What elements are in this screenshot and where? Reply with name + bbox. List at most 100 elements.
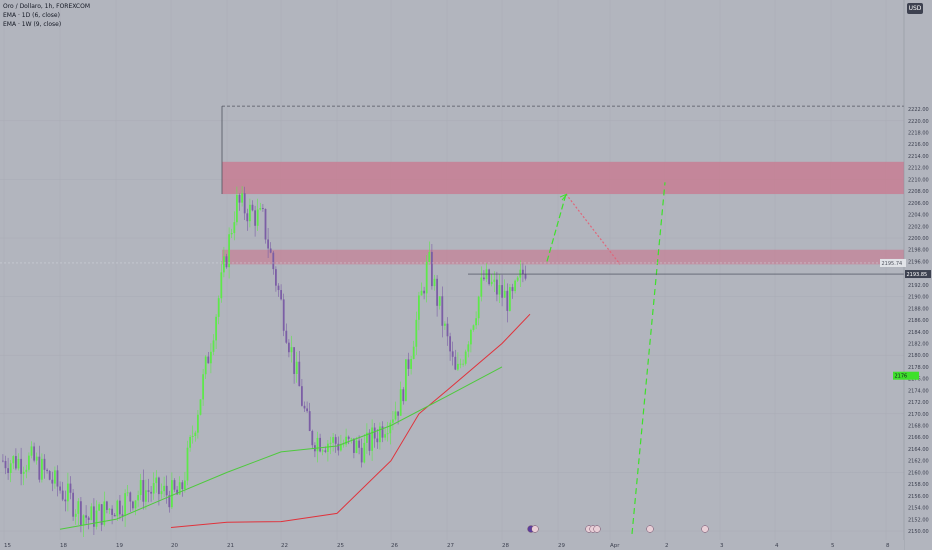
candle-body: [483, 277, 485, 280]
candle-body: [155, 477, 158, 484]
crosshair-price-tag: 2195.74: [882, 261, 903, 267]
candle-body: [522, 269, 524, 275]
y-tick-label: 2190.00: [908, 295, 929, 301]
currency-badge[interactable]: USD: [907, 3, 923, 14]
x-tick-label: Apr: [610, 543, 620, 549]
candle-body: [337, 443, 340, 451]
candle-body: [444, 323, 446, 326]
candle-body: [334, 437, 337, 444]
time-axis-background: [0, 540, 904, 550]
candle-body: [69, 483, 72, 493]
candle-body: [376, 438, 379, 443]
candle-body: [171, 480, 173, 508]
candle-body: [139, 480, 142, 496]
candle-body: [199, 399, 202, 415]
candle-body: [350, 438, 353, 440]
candle-body: [67, 483, 69, 502]
candle-body: [43, 458, 46, 470]
candle-body: [415, 319, 418, 347]
projection-long-line: [631, 182, 666, 534]
x-tick-label: 18: [60, 543, 67, 549]
candle-body: [15, 456, 17, 469]
candle-body: [85, 515, 87, 518]
candle-body: [431, 251, 433, 287]
candle-body: [25, 469, 28, 472]
candle-body: [488, 269, 490, 285]
candle-body: [418, 295, 420, 320]
candle-body: [210, 351, 212, 364]
candle-body: [498, 285, 501, 295]
candle-body: [358, 440, 360, 448]
candle-body: [100, 504, 103, 525]
y-tick-label: 2186.00: [908, 318, 929, 324]
candle-body: [472, 325, 475, 330]
candle-body: [342, 444, 345, 446]
candle-body: [150, 491, 152, 494]
candle-body: [254, 210, 256, 226]
candle-body: [87, 517, 90, 520]
event-icon: [593, 525, 601, 533]
candle-body: [108, 508, 111, 510]
candle-body: [451, 351, 454, 357]
current-price-tag: 2193.85: [907, 272, 928, 278]
y-tick-label: 2210.00: [908, 177, 929, 183]
candle-body: [303, 405, 306, 409]
candle-body: [30, 446, 33, 456]
y-tick-label: 2172.00: [908, 400, 929, 406]
candle-body: [353, 438, 355, 453]
chart-legend: Oro / Dollaro, 1h, FOREXCOM EMA · 1D (6,…: [3, 2, 90, 29]
candle-body: [423, 290, 425, 294]
candle-body: [269, 248, 272, 253]
candle-body: [176, 489, 178, 495]
candle-body: [48, 471, 51, 480]
candle-body: [467, 344, 470, 352]
candle-body: [496, 279, 498, 295]
candle-body: [54, 470, 56, 484]
current-price-tag-bg: [905, 270, 931, 279]
candle-body: [407, 359, 410, 369]
candle-body: [459, 363, 462, 365]
symbol-title[interactable]: Oro / Dollaro, 1h, FOREXCOM: [3, 3, 91, 10]
candle-body: [324, 450, 327, 452]
candle-body: [379, 426, 381, 443]
candle-body: [490, 281, 493, 285]
ema-1d-legend[interactable]: EMA · 1D (6, close): [3, 12, 60, 19]
y-tick-label: 2200.00: [908, 236, 929, 242]
candle-body: [285, 330, 288, 343]
y-tick-label: 2216.00: [908, 142, 929, 148]
candle-body: [373, 427, 376, 439]
candle-body: [412, 346, 415, 359]
ema-1w-legend[interactable]: EMA · 1W (9, close): [3, 21, 62, 28]
candle-body: [381, 426, 384, 438]
x-tick-label: 26: [391, 543, 398, 549]
candle-body: [17, 458, 20, 469]
candle-body: [394, 411, 397, 420]
projection-up-line: [546, 193, 567, 262]
x-tick-label: 20: [171, 543, 178, 549]
candle-body: [501, 285, 503, 298]
x-tick-label: 5: [831, 543, 835, 549]
candle-body: [134, 500, 137, 509]
candle-body: [12, 456, 15, 464]
candle-body: [90, 506, 93, 520]
y-tick-label: 2196.00: [908, 259, 929, 265]
candle-body: [80, 501, 82, 526]
candle-body: [82, 515, 85, 526]
candle-body: [220, 272, 223, 299]
candle-body: [93, 506, 95, 527]
candle-body: [46, 469, 48, 472]
candle-body: [189, 436, 191, 448]
candle-body: [77, 501, 80, 514]
candle-body: [475, 318, 477, 326]
candle-body: [191, 435, 194, 437]
candle-body: [392, 419, 394, 423]
y-tick-label: 2170.00: [908, 412, 929, 418]
candle-body: [267, 239, 269, 249]
x-tick-label: 28: [502, 543, 509, 549]
candle-body: [524, 274, 527, 279]
candle-body: [129, 492, 132, 502]
candle-body: [51, 479, 54, 484]
candle-body: [197, 414, 199, 433]
candle-body: [402, 389, 405, 402]
